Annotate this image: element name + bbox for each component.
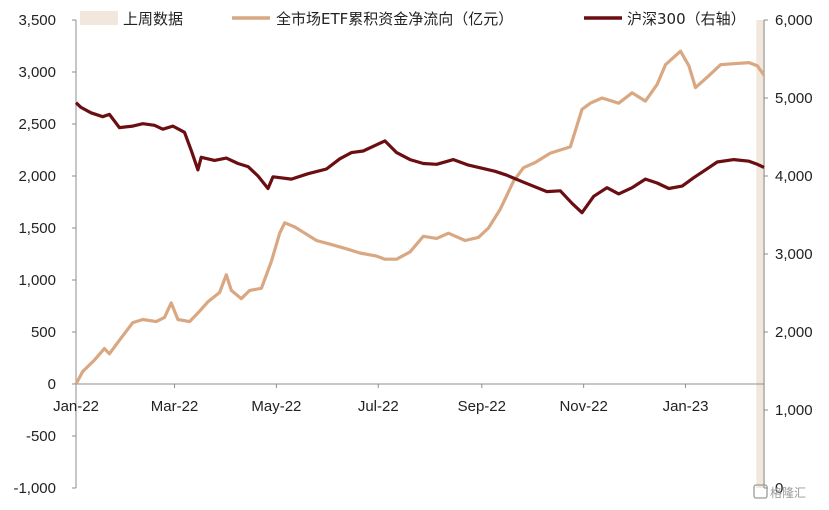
- right-tick-label: 1,000: [775, 402, 813, 419]
- series-etf-flow-line: [74, 49, 766, 385]
- right-tick-label: 0: [775, 480, 783, 497]
- left-tick-label: -500: [26, 428, 56, 445]
- tick-labels: 3,500 3,000 2,500 2,000 1,500 1,000 500 0 -500 -1…: [13, 12, 812, 497]
- x-tick-label: Mar-22: [151, 398, 199, 415]
- left-tick-label: 1,000: [18, 272, 56, 289]
- legend: 上周数据 全市场ETF累积资金净流向（亿元） 沪深300（右轴）: [80, 10, 746, 28]
- left-tick-label: 500: [31, 324, 56, 341]
- x-tick-label: Jan-22: [53, 398, 99, 415]
- x-tick-label: Jan-23: [663, 398, 709, 415]
- legend-swatch-band: [80, 11, 118, 25]
- left-tick-label: 0: [48, 376, 56, 393]
- left-tick-label: 2,000: [18, 168, 56, 185]
- watermark-logo-icon: [753, 484, 768, 499]
- left-tick-label: 2,500: [18, 116, 56, 133]
- left-tick-label: 3,500: [18, 12, 56, 29]
- right-tick-label: 2,000: [775, 324, 813, 341]
- x-tick-label: Sep-22: [458, 398, 506, 415]
- x-tick-label: Nov-22: [559, 398, 607, 415]
- legend-label: 全市场ETF累积资金净流向（亿元）: [276, 10, 513, 28]
- highlight-band: [756, 20, 765, 488]
- x-tick-label: May-22: [251, 398, 301, 415]
- axes: [72, 19, 768, 489]
- left-tick-label: -1,000: [13, 480, 56, 497]
- left-tick-label: 3,000: [18, 64, 56, 81]
- right-tick-label: 6,000: [775, 12, 813, 29]
- legend-label: 上周数据: [123, 10, 183, 28]
- right-tick-label: 4,000: [775, 168, 813, 185]
- watermark-text: 格隆汇: [770, 485, 806, 500]
- right-tick-label: 5,000: [775, 90, 813, 107]
- right-tick-label: 3,000: [775, 246, 813, 263]
- series-csi300-line: [74, 101, 765, 215]
- series-lines: [74, 49, 766, 385]
- legend-label: 沪深300（右轴）: [627, 10, 746, 28]
- left-tick-label: 1,500: [18, 220, 56, 237]
- watermark: 格隆汇: [753, 484, 806, 500]
- x-tick-label: Jul-22: [358, 398, 399, 415]
